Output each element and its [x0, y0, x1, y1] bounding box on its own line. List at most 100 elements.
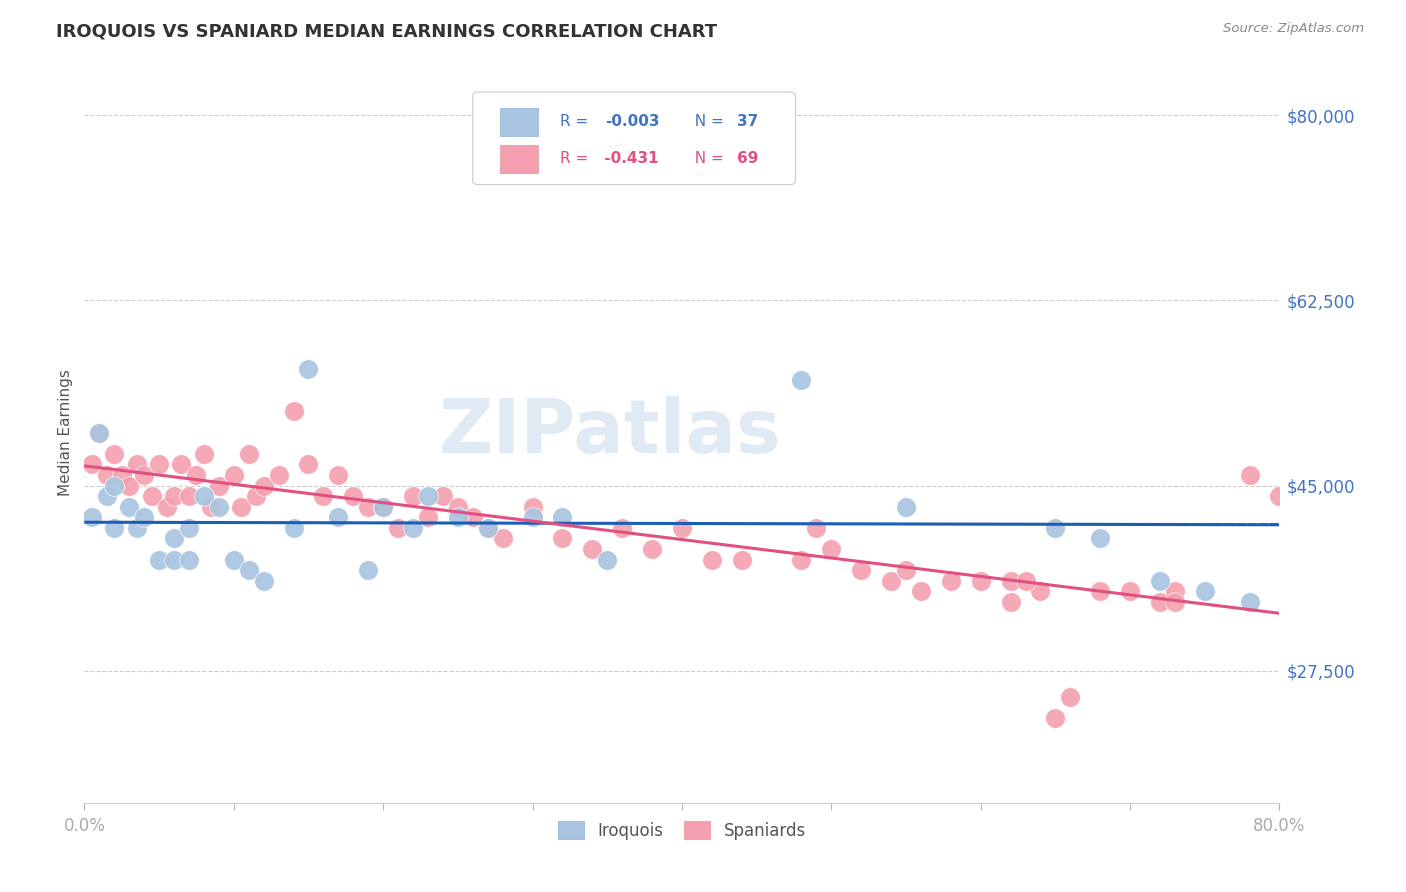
Text: Source: ZipAtlas.com: Source: ZipAtlas.com	[1223, 22, 1364, 36]
Point	[1090, 532, 1112, 546]
Point	[522, 510, 544, 524]
Point	[155, 500, 177, 514]
Point	[245, 489, 267, 503]
Point	[1090, 584, 1112, 599]
Text: 37: 37	[737, 114, 758, 129]
Point	[283, 521, 305, 535]
Point	[118, 500, 141, 514]
FancyBboxPatch shape	[501, 145, 538, 173]
Text: R =: R =	[560, 114, 593, 129]
Point	[96, 489, 118, 503]
Point	[231, 500, 253, 514]
Point	[253, 478, 276, 492]
Point	[1194, 584, 1216, 599]
Point	[125, 521, 148, 535]
Point	[1029, 584, 1052, 599]
Point	[163, 532, 186, 546]
Point	[238, 563, 260, 577]
Point	[1164, 595, 1187, 609]
Point	[551, 532, 574, 546]
Point	[970, 574, 993, 588]
Point	[103, 521, 125, 535]
Point	[492, 532, 515, 546]
Point	[1149, 595, 1171, 609]
Legend: Iroquois, Spaniards: Iroquois, Spaniards	[551, 814, 813, 847]
Point	[267, 467, 290, 482]
Point	[880, 574, 903, 588]
Point	[551, 510, 574, 524]
Point	[851, 563, 873, 577]
Point	[806, 521, 828, 535]
Point	[80, 510, 103, 524]
Text: IROQUOIS VS SPANIARD MEDIAN EARNINGS CORRELATION CHART: IROQUOIS VS SPANIARD MEDIAN EARNINGS COR…	[56, 22, 717, 40]
Point	[177, 489, 200, 503]
Point	[1119, 584, 1142, 599]
Point	[1059, 690, 1081, 704]
Point	[641, 541, 664, 556]
Point	[790, 552, 813, 566]
Point	[1000, 574, 1022, 588]
Point	[283, 404, 305, 418]
Point	[477, 521, 499, 535]
Point	[170, 458, 193, 472]
Point	[373, 500, 395, 514]
Point	[1045, 711, 1067, 725]
Point	[111, 467, 134, 482]
Point	[357, 563, 380, 577]
Point	[328, 510, 350, 524]
Point	[238, 447, 260, 461]
Point	[297, 458, 319, 472]
Point	[118, 478, 141, 492]
Point	[96, 467, 118, 482]
Point	[387, 521, 409, 535]
Point	[1268, 489, 1291, 503]
Point	[222, 552, 245, 566]
Point	[894, 500, 917, 514]
Point	[461, 510, 484, 524]
Point	[1045, 521, 1067, 535]
Point	[132, 510, 156, 524]
Point	[163, 489, 186, 503]
Point	[1000, 595, 1022, 609]
Point	[177, 552, 200, 566]
Point	[89, 425, 111, 440]
Point	[447, 510, 470, 524]
Point	[700, 552, 723, 566]
Point	[1014, 574, 1036, 588]
Point	[148, 458, 170, 472]
Text: ZIPatlas: ZIPatlas	[439, 396, 782, 469]
Point	[402, 521, 425, 535]
Point	[328, 467, 350, 482]
Point	[477, 521, 499, 535]
Point	[148, 552, 170, 566]
Text: 69: 69	[737, 151, 758, 166]
Point	[342, 489, 364, 503]
Point	[1164, 584, 1187, 599]
Point	[186, 467, 208, 482]
Point	[432, 489, 454, 503]
Point	[596, 552, 619, 566]
Point	[103, 478, 125, 492]
Point	[671, 521, 693, 535]
Point	[402, 489, 425, 503]
Point	[177, 521, 200, 535]
Point	[312, 489, 335, 503]
Point	[447, 500, 470, 514]
Point	[253, 574, 276, 588]
Point	[373, 500, 395, 514]
Point	[581, 541, 603, 556]
Point	[1239, 595, 1261, 609]
Point	[297, 362, 319, 376]
Point	[731, 552, 754, 566]
Text: N =: N =	[686, 151, 730, 166]
Text: -0.431: -0.431	[599, 151, 659, 166]
Point	[357, 500, 380, 514]
Point	[89, 425, 111, 440]
Point	[939, 574, 962, 588]
Y-axis label: Median Earnings: Median Earnings	[58, 369, 73, 496]
Point	[80, 458, 103, 472]
Point	[894, 563, 917, 577]
Text: -0.003: -0.003	[606, 114, 659, 129]
Point	[1149, 574, 1171, 588]
Point	[125, 458, 148, 472]
